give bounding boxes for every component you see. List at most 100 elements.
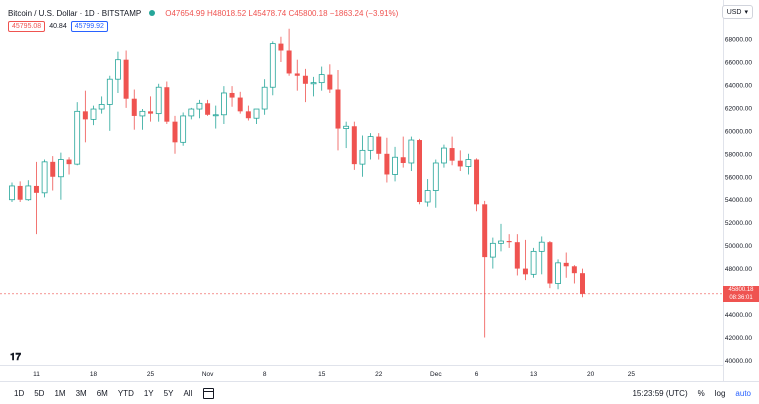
candle-body (571, 266, 577, 274)
candle-body (229, 92, 235, 98)
candle (180, 112, 187, 146)
candle-body (196, 102, 203, 110)
candle (188, 107, 195, 120)
candle (384, 137, 390, 183)
clock-time[interactable]: 15:23:59 (UTC) (632, 388, 688, 398)
candle-body (172, 121, 178, 143)
y-tick-label: 58000.00 (725, 151, 752, 158)
log-scale-toggle[interactable]: log (714, 388, 726, 398)
candle (538, 236, 545, 275)
candle-body (465, 159, 472, 167)
y-tick-label: 48000.00 (725, 266, 752, 273)
candle-body (123, 59, 129, 99)
price-axis[interactable]: 40000.0042000.0044000.0046000.0048000.00… (725, 14, 752, 365)
candle (25, 180, 32, 201)
range-ytd-button[interactable]: YTD (117, 388, 134, 398)
symbol-title[interactable]: Bitcoin / U.S. Dollar · 1D · BITSTAMP (8, 8, 142, 18)
candle (514, 234, 520, 276)
candle-body (82, 111, 88, 120)
range-1y-button[interactable]: 1Y (143, 388, 154, 398)
candle-body (180, 115, 187, 143)
candle (376, 133, 382, 160)
x-tick-label: 13 (530, 371, 538, 378)
countdown-value: 08:36:01 (729, 294, 753, 301)
candle (417, 138, 422, 205)
y-tick-label: 54000.00 (725, 197, 752, 204)
range-1m-button[interactable]: 1M (54, 388, 66, 398)
candle (327, 64, 333, 93)
candle (172, 115, 178, 154)
range-1d-button[interactable]: 1D (14, 388, 25, 398)
candle (164, 81, 170, 124)
candle (253, 108, 260, 124)
candle (66, 157, 72, 175)
candle-body (58, 159, 64, 178)
candle-body (148, 111, 154, 114)
candle (335, 70, 341, 151)
candle (205, 99, 211, 116)
candle-body (474, 159, 480, 205)
candle-body (74, 110, 81, 165)
last-price-label: 45800.18 08:36:01 (723, 285, 759, 302)
chart-legend: Bitcoin / U.S. Dollar · 1D · BITSTAMP O4… (8, 6, 398, 20)
candle (482, 200, 488, 338)
x-tick-label: 18 (90, 371, 98, 378)
candle (245, 105, 251, 121)
candle (489, 237, 496, 269)
range-5d-button[interactable]: 5D (34, 388, 45, 398)
y-tick-label: 62000.00 (725, 105, 752, 112)
percent-scale-toggle[interactable]: % (697, 388, 705, 398)
candle-body (351, 126, 357, 165)
candle-body (392, 156, 398, 175)
time-axis[interactable]: 11 18 25 Nov 8 15 22 Dec 6 13 20 25 (33, 371, 635, 378)
buy-button[interactable]: 45799.92 (70, 21, 108, 32)
sell-button[interactable]: 45795.08 (8, 21, 46, 32)
candle-body (98, 104, 105, 110)
candle (17, 181, 23, 203)
x-tick-label: Nov (202, 371, 214, 378)
candle (131, 89, 137, 130)
y-tick-label: 40000.00 (725, 358, 752, 365)
candles (9, 28, 585, 338)
candle (123, 50, 129, 108)
range-6m-button[interactable]: 6M (96, 388, 108, 398)
candle-body (538, 241, 545, 252)
candle-body (253, 108, 260, 119)
candle (74, 102, 81, 166)
y-tick-label: 56000.00 (725, 174, 752, 181)
candle-body (164, 87, 170, 122)
candle (424, 179, 431, 207)
candle (310, 76, 317, 97)
candle-body (106, 78, 113, 105)
candle-body (489, 242, 496, 258)
range-all-button[interactable]: All (183, 388, 193, 398)
y-tick-label: 50000.00 (725, 243, 752, 250)
candle-body (580, 273, 585, 294)
candle (148, 96, 154, 122)
candle (449, 136, 455, 166)
calendar-icon[interactable] (203, 387, 215, 399)
candle (498, 223, 504, 252)
x-tick-label: 8 (263, 371, 267, 378)
candle-body (131, 98, 137, 116)
y-tick-label: 60000.00 (725, 128, 752, 135)
tradingview-logo-icon[interactable]: 𝟏𝟕 (10, 352, 22, 363)
candle (98, 96, 105, 114)
candle (237, 91, 243, 114)
candle (212, 105, 219, 129)
auto-scale-toggle[interactable]: auto (735, 388, 751, 398)
candle (286, 28, 292, 76)
currency-label: USD (726, 8, 742, 16)
range-5y-button[interactable]: 5Y (163, 388, 174, 398)
candle-body (424, 190, 431, 203)
candle (106, 75, 113, 131)
candle (359, 135, 366, 177)
candle-body (530, 250, 537, 275)
x-tick-label: 11 (33, 371, 40, 378)
range-3m-button[interactable]: 3M (75, 388, 87, 398)
candle-body (220, 92, 227, 116)
candle-body (563, 262, 569, 267)
currency-selector[interactable]: USD ▾ (721, 5, 753, 19)
candle (50, 156, 56, 191)
